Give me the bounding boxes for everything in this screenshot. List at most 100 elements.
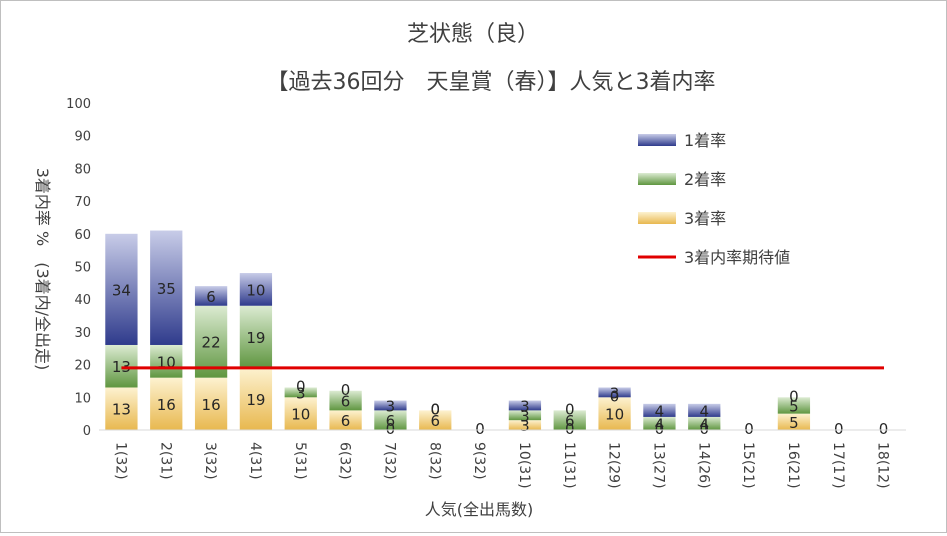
data-label: 0: [655, 420, 665, 438]
data-label: 3: [296, 384, 306, 402]
y-tick-label: 20: [74, 359, 91, 374]
y-axis: 0 10 20 30 40 50 60 70 80 90 100: [66, 97, 91, 439]
x-tick-label: 4(31): [247, 442, 263, 480]
data-label: 13: [112, 401, 131, 419]
x-tick-label: 6(32): [337, 442, 353, 480]
bar-segment: [553, 410, 586, 430]
x-tick-label: 18(12): [875, 442, 891, 489]
y-tick-label: 30: [74, 326, 91, 341]
bar-segment: [598, 387, 631, 398]
data-label: 0: [610, 387, 620, 405]
data-label: 19: [246, 329, 265, 347]
y-tick-label: 40: [74, 293, 91, 308]
bar-segment: [239, 305, 273, 368]
bar-segment: [150, 377, 183, 430]
x-tick-label: 1(32): [112, 442, 128, 480]
bar-segment: [194, 305, 228, 378]
data-label: 3: [520, 407, 530, 425]
bar-segment: [284, 387, 317, 398]
data-label: 34: [112, 281, 131, 299]
bar-segment: [643, 403, 676, 417]
data-label: 4: [699, 402, 709, 420]
data-label: 4: [655, 415, 665, 433]
y-tick-label: 0: [83, 424, 91, 439]
legend-label: 2着率: [684, 170, 726, 189]
data-label: 0: [699, 420, 709, 438]
bar-segment: [194, 286, 228, 306]
y-tick-label: 90: [74, 130, 91, 145]
data-label: 22: [202, 334, 221, 352]
y-tick-label: 70: [74, 195, 91, 210]
data-label: 5: [789, 397, 799, 415]
chart-subtitle: 【過去36回分 天皇賞（春）】人気と3着内率: [267, 70, 716, 95]
legend: 1着率 2着率 3着率 3着内率期待値: [638, 131, 790, 267]
bar-segment: [688, 416, 721, 430]
data-label: 35: [157, 280, 176, 298]
data-label: 10: [291, 406, 310, 424]
data-label: 0: [475, 420, 485, 438]
data-label: 10: [246, 281, 265, 299]
bar-segment: [508, 400, 542, 411]
data-label: 6: [565, 412, 575, 430]
x-axis: 1(32) 2(31) 3(32) 4(31) 5(31) 6(32) 7(32) 8(32)…: [99, 429, 906, 489]
x-tick-label: 14(26): [695, 442, 711, 489]
bar-segment: [105, 387, 138, 430]
bar-segment: [105, 233, 138, 345]
data-label: 0: [430, 400, 440, 418]
bar-segment: [374, 410, 407, 430]
x-tick-label: 16(21): [785, 442, 801, 489]
bar-segment: [598, 397, 631, 430]
bar-segment: [688, 403, 721, 417]
data-label: 4: [699, 415, 709, 433]
bar-segment: [150, 230, 183, 345]
data-label: 5: [789, 414, 799, 432]
x-tick-label: 5(31): [292, 442, 308, 480]
bar-segment: [239, 273, 273, 306]
data-label: 6: [430, 412, 440, 430]
data-label: 0: [565, 420, 575, 438]
data-label: 4: [655, 402, 665, 420]
bar-segment: [777, 397, 811, 414]
y-tick-label: 80: [74, 162, 91, 177]
bar-segment: [374, 400, 407, 411]
legend-label: 3着率: [684, 209, 726, 228]
bar-segment: [329, 410, 362, 430]
x-tick-label: 17(17): [830, 442, 846, 489]
x-tick-label: 9(32): [471, 442, 487, 480]
data-label: 10: [605, 406, 624, 424]
data-label: 3: [520, 397, 530, 415]
bar-segment: [508, 420, 542, 430]
data-label: 0: [789, 387, 799, 405]
data-label: 6: [386, 412, 396, 430]
data-label: 3: [610, 384, 620, 402]
y-tick-label: 60: [74, 228, 91, 243]
bar-segment: [419, 410, 452, 430]
x-tick-label: 10(31): [516, 442, 532, 489]
bar-segment: [194, 377, 228, 430]
data-label: 0: [430, 400, 440, 418]
bar-segment: [777, 413, 811, 430]
data-label: 6: [341, 393, 351, 411]
data-label: 3: [386, 397, 396, 415]
bar-segment: [329, 390, 362, 411]
y-tick-label: 10: [74, 391, 91, 406]
bar-segment: [643, 416, 676, 430]
data-label: 0: [565, 400, 575, 418]
bar-segment: [239, 367, 273, 430]
legend-swatch: [638, 212, 676, 224]
x-tick-label: 2(31): [157, 442, 173, 480]
data-label: 19: [246, 391, 265, 409]
bar-segment: [105, 344, 138, 388]
y-axis-title: 3着内率 % (3着内/全出走): [33, 168, 52, 371]
chart-title: 芝状態（良）: [407, 22, 539, 47]
data-label: 0: [744, 420, 754, 438]
data-label: 0: [386, 420, 396, 438]
legend-label: 3着内率期待値: [684, 248, 790, 267]
x-tick-label: 3(32): [202, 442, 218, 480]
x-tick-label: 13(27): [650, 442, 666, 489]
legend-swatch: [638, 134, 676, 146]
y-tick-label: 50: [74, 261, 91, 276]
